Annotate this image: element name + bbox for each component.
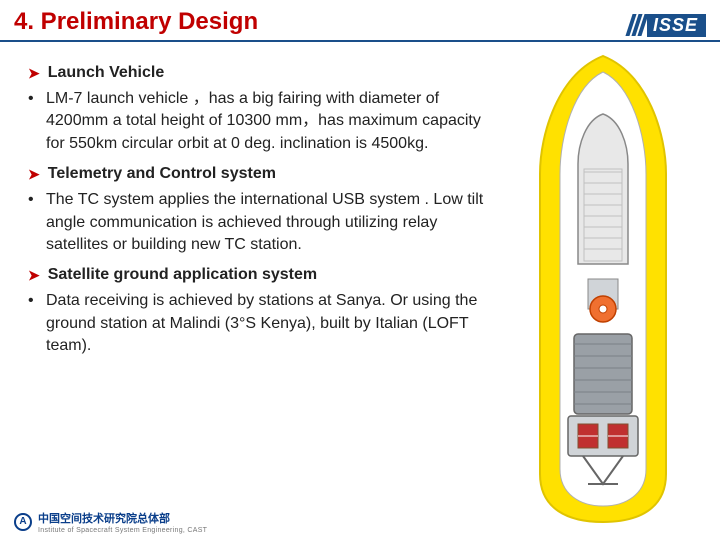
logo: ISSE — [629, 12, 706, 38]
content: ➤ Launch Vehicle • LM-7 launch vehicle ，… — [0, 42, 720, 368]
bullet-dot-icon: • — [28, 88, 46, 155]
heading-text: Launch Vehicle — [48, 64, 164, 82]
bullet-dot-icon: • — [28, 189, 46, 256]
bullet-2: • Data receiving is achieved by stations… — [28, 290, 498, 357]
page-title: 4. Preliminary Design — [14, 8, 258, 36]
fairing-diagram — [528, 54, 678, 524]
bullet-0: • LM-7 launch vehicle ，has a big fairing… — [28, 88, 498, 155]
footer-text: 中国空间技术研究院总体部 Institute of Spacecraft Sys… — [38, 509, 207, 534]
bullet-1: • The TC system applies the internationa… — [28, 189, 498, 256]
footer-badge-icon: A — [14, 513, 32, 531]
logo-bars-icon — [629, 14, 645, 36]
header: 4. Preliminary Design ISSE — [0, 0, 720, 42]
bullet-text: LM-7 launch vehicle ，has a big fairing w… — [46, 88, 498, 155]
section-heading-0: ➤ Launch Vehicle — [28, 64, 498, 82]
bullet-text: The TC system applies the international … — [46, 189, 498, 256]
footer-cn: 中国空间技术研究院总体部 — [38, 513, 170, 525]
logo-text: ISSE — [647, 14, 706, 37]
bullet-text: Data receiving is achieved by stations a… — [46, 290, 498, 357]
chevron-icon: ➤ — [28, 267, 40, 284]
chevron-icon: ➤ — [28, 166, 40, 183]
section-heading-2: ➤ Satellite ground application system — [28, 266, 498, 284]
footer: A 中国空间技术研究院总体部 Institute of Spacecraft S… — [14, 509, 207, 534]
chevron-icon: ➤ — [28, 65, 40, 82]
section-heading-1: ➤ Telemetry and Control system — [28, 165, 498, 183]
text-column: ➤ Launch Vehicle • LM-7 launch vehicle ，… — [28, 54, 498, 368]
footer-en: Institute of Spacecraft System Engineeri… — [38, 527, 207, 534]
bullet-dot-icon: • — [28, 290, 46, 357]
heading-text: Satellite ground application system — [48, 266, 317, 284]
diagram-column — [498, 54, 706, 368]
heading-text: Telemetry and Control system — [48, 165, 276, 183]
